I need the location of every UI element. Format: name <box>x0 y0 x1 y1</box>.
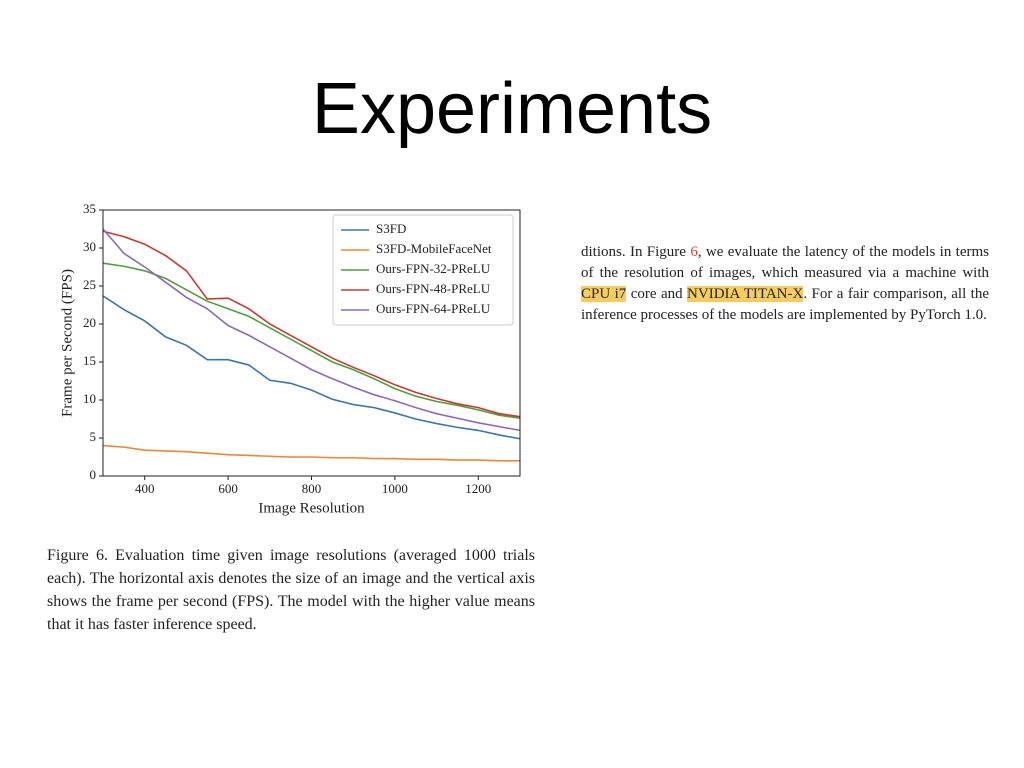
x-tick-label: 800 <box>302 481 322 496</box>
legend-box <box>332 214 514 326</box>
y-tick-label: 10 <box>83 391 96 406</box>
text: . For a fair comparison, all the inferen… <box>581 286 989 323</box>
highlight: CPU i7 <box>581 286 627 302</box>
plot-frame <box>102 209 521 477</box>
figure-caption: Figure 6. Evaluation time given image re… <box>47 547 535 633</box>
series-line <box>102 295 521 440</box>
series-line <box>102 230 521 418</box>
x-axis-label: Image Resolution <box>258 500 365 516</box>
legend-label: Ours-FPN-32-PReLU <box>376 261 491 276</box>
slide-title: Experiments <box>311 69 713 149</box>
text: , we evaluate the latency of the models … <box>581 244 990 281</box>
series-line <box>102 444 520 462</box>
legend-label: S3FD <box>376 221 406 236</box>
y-tick-label: 5 <box>90 429 97 444</box>
x-tick-label: 600 <box>218 481 238 496</box>
y-axis-label: Frame per Second (FPS) <box>59 269 75 417</box>
y-tick-label: 30 <box>83 239 96 254</box>
paragraph: ditions. In Figure 6, we evaluate the la… <box>581 242 989 326</box>
series-line <box>102 228 521 432</box>
y-tick-label: 35 <box>83 201 96 216</box>
text: ditions. In Figure <box>581 244 691 260</box>
figure-ref: 6 <box>690 244 698 260</box>
legend-label: S3FD-MobileFaceNet <box>376 241 492 256</box>
y-tick-label: 0 <box>90 467 97 482</box>
y-tick-label: 15 <box>83 353 96 368</box>
chart: 0 5 10 15 20 25 30 35 400 600 800 1000 1200 Image Res… <box>59 201 521 516</box>
x-tick-label: 1200 <box>465 481 491 496</box>
text: core and <box>626 286 688 302</box>
legend-label: Ours-FPN-64-PReLU <box>376 301 491 316</box>
legend-label: Ours-FPN-48-PReLU <box>376 281 491 296</box>
y-tick-label: 20 <box>83 315 96 330</box>
highlight: NVIDIA TITAN-X <box>687 286 804 302</box>
x-tick-label: 1000 <box>382 481 408 496</box>
series-line <box>102 262 521 420</box>
x-tick-label: 400 <box>135 481 155 496</box>
y-tick-label: 25 <box>83 277 96 292</box>
